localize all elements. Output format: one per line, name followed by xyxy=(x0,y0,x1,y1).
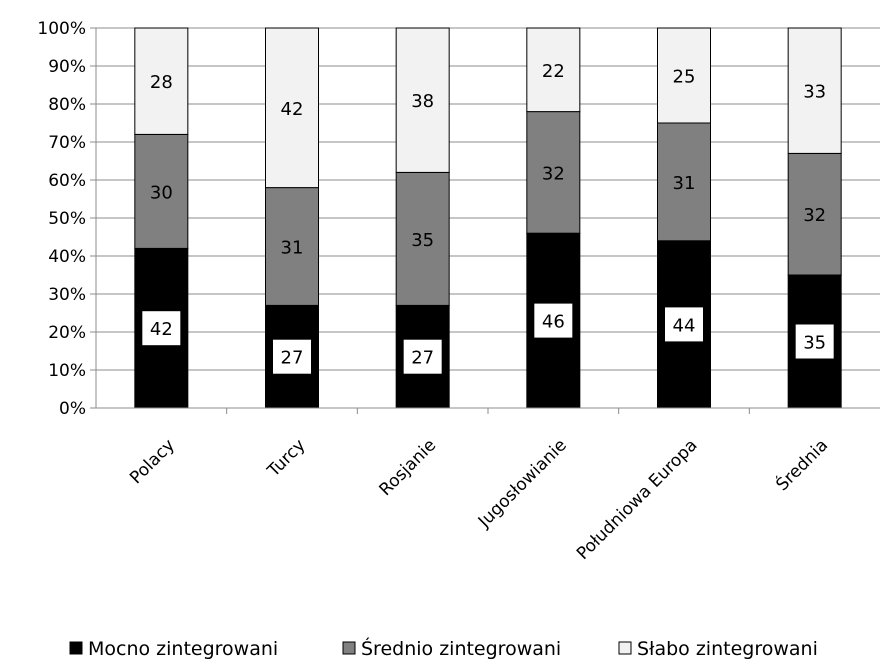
x-category-label: Południowa Europa xyxy=(573,435,702,564)
data-label: 32 xyxy=(542,163,565,184)
data-label-box xyxy=(403,339,442,374)
gridlines xyxy=(96,27,880,371)
y-tick-label: 0% xyxy=(59,399,86,419)
data-label-box xyxy=(273,339,311,374)
bar-segment xyxy=(265,187,319,306)
data-label: 35 xyxy=(803,333,826,354)
data-label: 33 xyxy=(803,82,826,103)
data-label: 22 xyxy=(542,61,565,82)
legend-item-label[interactable]: Średnio zintegrowani xyxy=(361,636,561,660)
data-label-box xyxy=(665,307,703,342)
data-label: 28 xyxy=(150,72,173,93)
bar-segment xyxy=(265,27,319,189)
legend-item-label[interactable]: Słabo zintegrowani xyxy=(637,638,818,660)
data-label: 46 xyxy=(542,312,565,333)
y-axis-tick-labels: 0% 10% 20% 30% 40% 50% 60% 70% 80% 90% 100% xyxy=(37,19,86,419)
y-tick-label: 90% xyxy=(48,57,86,77)
data-label: 30 xyxy=(150,182,173,203)
data-label: 42 xyxy=(281,99,304,120)
legend[interactable]: Mocno zintegrowani Średnio zintegrowani Sł… xyxy=(69,636,818,660)
y-tick-label: 100% xyxy=(37,19,86,39)
y-tick-label: 80% xyxy=(48,95,86,115)
data-label: 35 xyxy=(411,230,434,251)
data-label: 31 xyxy=(281,238,304,259)
data-label: 38 xyxy=(411,91,434,112)
axes xyxy=(90,27,880,414)
bar-segment xyxy=(657,122,711,242)
x-category-label: Polacy xyxy=(126,435,179,488)
y-tick-label: 30% xyxy=(48,285,86,305)
data-label-box xyxy=(534,303,573,338)
y-tick-label: 70% xyxy=(48,133,86,153)
bar-segment xyxy=(134,27,189,135)
legend-item-label[interactable]: Mocno zintegrowani xyxy=(88,638,278,660)
bar-segment xyxy=(526,111,581,234)
y-tick-label: 60% xyxy=(48,171,86,191)
data-label-box xyxy=(142,311,181,346)
x-category-label: Jugosłowianie xyxy=(474,435,571,532)
y-tick-label: 40% xyxy=(48,247,86,267)
bar-segment xyxy=(787,152,842,276)
bars: 42 30 28 27 31 42 27 35 38 46 32 22 44 31 25 35 32 33 xyxy=(134,27,842,409)
legend-swatch xyxy=(342,641,356,655)
x-axis-category-labels: Polacy Turcy Rosjanie Jugosłowianie Południo… xyxy=(126,434,832,564)
bar-segment xyxy=(395,171,450,306)
y-tick-label: 50% xyxy=(48,209,86,229)
data-label: 44 xyxy=(673,315,696,336)
x-category-label: Rosjanie xyxy=(376,435,441,500)
data-label: 27 xyxy=(411,348,434,369)
legend-swatch xyxy=(69,641,83,655)
data-label: 27 xyxy=(281,348,304,369)
bar-segment xyxy=(787,27,842,154)
data-label: 42 xyxy=(150,319,173,340)
data-label: 31 xyxy=(673,173,696,194)
data-label-box xyxy=(795,324,834,359)
y-tick-label: 10% xyxy=(48,361,86,381)
legend-swatch xyxy=(618,641,632,655)
data-label: 32 xyxy=(803,205,826,226)
y-tick-label: 20% xyxy=(48,323,86,343)
bar-segment xyxy=(526,27,581,113)
x-category-label: Turcy xyxy=(263,435,309,481)
bar-segment xyxy=(395,27,450,173)
x-category-label: Średnia xyxy=(771,434,832,495)
data-label: 25 xyxy=(673,67,696,88)
bar-segment xyxy=(657,27,711,124)
